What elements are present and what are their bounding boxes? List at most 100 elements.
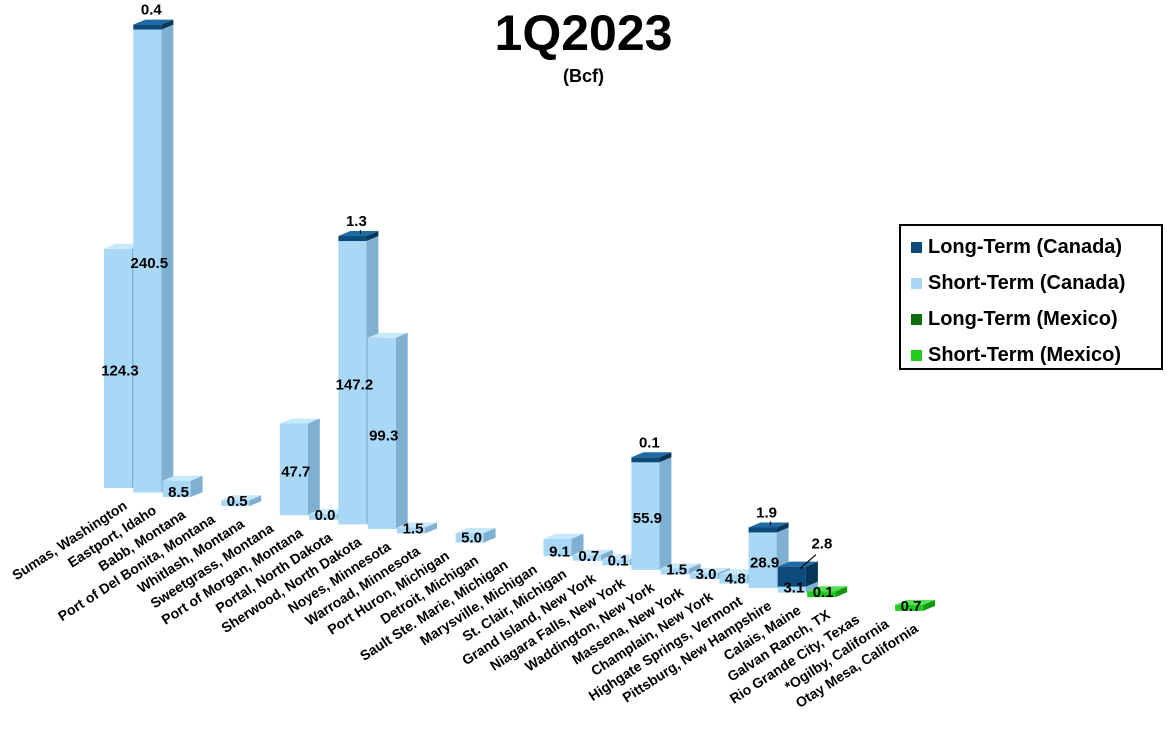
data-label: 124.3 [101,362,139,379]
bar-short-term-side [659,457,672,570]
bar-long-term-top [748,522,789,528]
bar-short-term-top [660,563,701,569]
bar-short-term-front [133,29,162,493]
legend-label: Long-Term (Mexico) [928,307,1118,330]
data-label: 55.9 [633,510,662,527]
bar-short-term-side [571,533,584,557]
bar-27 [895,599,936,611]
bar-long-term-front [631,457,660,463]
bar-short-term-front [777,586,806,593]
bar-long-term-front [133,24,162,30]
bars-layer [104,19,936,611]
bar-short-term-front [279,423,308,516]
bar-short-term-front [455,532,484,543]
bar-short-term-top [807,586,848,592]
bar-10 [397,522,437,534]
bar-long-term-top [338,231,379,237]
bar-short-term-front [748,532,777,589]
leader-line [799,554,817,570]
bar-short-term-front [367,337,396,529]
legend-swatch [911,241,922,253]
data-label: 0.0 [315,507,336,524]
legend-label: Long-Term (Canada) [928,235,1123,258]
bar-2 [162,475,203,498]
bar-short-term-top [895,599,936,605]
bar-short-term-side [805,581,818,593]
data-label: 5.0 [461,530,482,547]
legend: Long-Term (Canada) Short-Term (Canada) L… [899,224,1163,370]
data-label: 0.1 [608,552,629,569]
bar-long-term-front [338,236,367,242]
bar-short-term-top [572,549,613,555]
data-label: 1.5 [666,561,687,578]
bar-short-term-front [602,559,631,566]
bar-short-term-side [923,599,936,611]
bar-24 [807,586,848,598]
bar-short-term-front [104,248,132,488]
data-label: 0.7 [578,548,599,565]
bar-19 [660,563,701,575]
data-label: 1.5 [403,521,424,538]
data-label-long-term: 0.4 [141,2,163,19]
data-label: 0.1 [813,584,834,601]
bar-short-term-front [719,574,748,584]
data-label-long-term: 1.9 [756,504,777,521]
bar-short-term-front [631,462,660,570]
bar-short-term-front [572,554,601,561]
data-label: 47.7 [281,463,310,480]
bar-long-term-side [659,452,672,463]
bar-short-term-side [483,527,496,543]
bar-6 [279,418,320,516]
data-label: 3.0 [696,566,717,583]
data-label: 4.8 [725,571,746,588]
bar-1 [133,19,174,493]
bar-4 [221,495,262,507]
bar-short-term-front [162,480,191,498]
bar-16 [572,549,613,561]
bar-15 [543,533,584,557]
bar-long-term-side [161,19,174,30]
legend-swatch [911,313,922,325]
legend-label: Short-Term (Canada) [928,271,1126,294]
bar-long-term-side [366,231,379,242]
bar-long-term-front [748,527,777,533]
value-labels-layer: 124.3 240.5 0.4 8.5 0.5 47.7 0.0 147.2 1.3 99.3 1.… [101,2,921,615]
bar-short-term-side [249,495,262,507]
data-label: 147.2 [336,377,374,394]
data-label: 240.5 [131,255,169,272]
legend-item-short-term-canada: Short-Term (Canada) [911,268,1125,298]
bar-short-term-front [660,568,689,575]
data-label-long-term: 0.1 [639,434,660,451]
bar-long-term-front [777,566,806,587]
data-label: 0.7 [901,598,922,615]
bar-12 [455,527,496,543]
bar-short-term-top [367,332,408,338]
data-label: 3.1 [783,580,804,597]
data-label-long-term: 2.8 [811,536,832,553]
bar-short-term-top [279,418,320,424]
bar-short-term-front [807,591,836,598]
bar-9 [367,332,408,529]
legend-swatch [911,349,922,361]
legend-item-short-term-mexico: Short-Term (Mexico) [911,340,1121,370]
chart-subtitle: (Bcf) [563,66,604,86]
data-label: 0.5 [227,493,248,510]
data-label-long-term: 1.3 [346,213,367,230]
bar-short-term-side [688,563,701,575]
data-label: 28.9 [750,554,779,571]
bar-18 [631,452,672,570]
bar-short-term-side [835,586,848,598]
bar-short-term-top [162,475,203,481]
bar-short-term-side [190,475,203,498]
bar-short-term-side [425,522,437,534]
bar-short-term-top [455,527,496,533]
bar-short-term-top [221,495,262,501]
bar-short-term-top [690,568,730,573]
bar-short-term-side [307,418,320,516]
bar-short-term-front [309,513,338,520]
data-label: 8.5 [168,484,189,501]
bar-short-term-front [221,500,250,507]
bar-short-term-front [690,573,718,579]
legend-item-long-term-canada: Long-Term (Canada) [911,232,1122,262]
